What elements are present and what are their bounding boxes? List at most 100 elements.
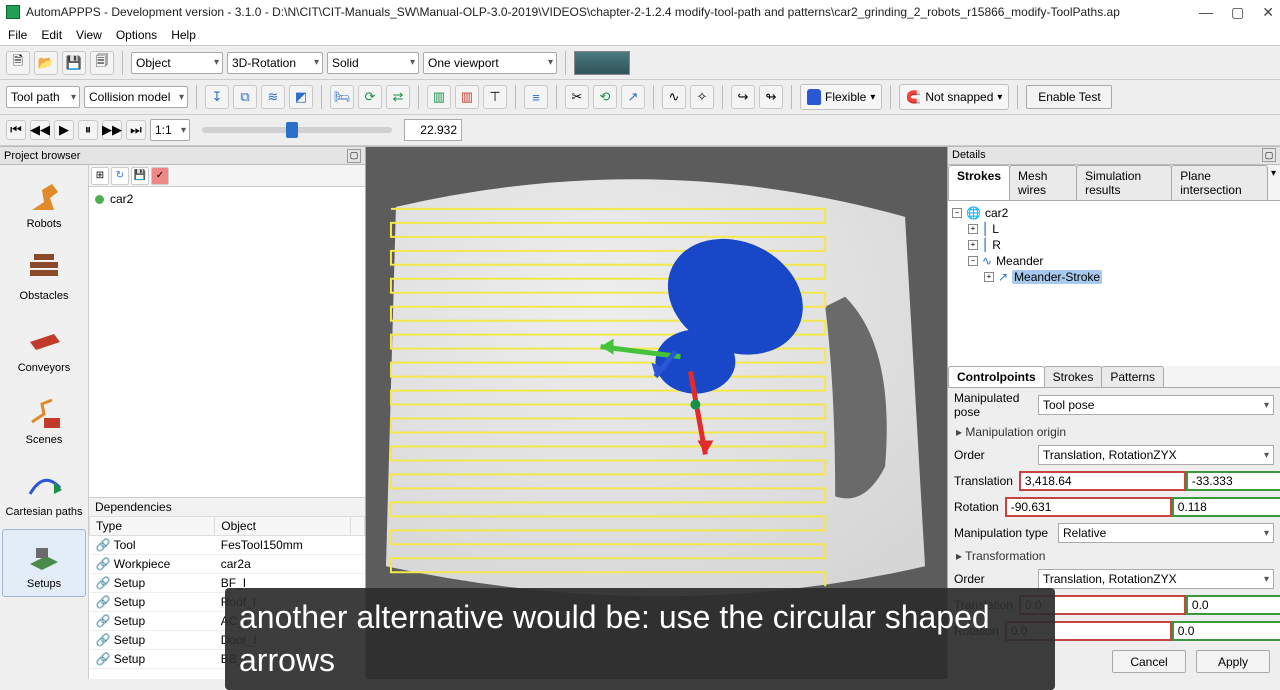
translation-x-input[interactable] xyxy=(1019,471,1186,491)
play-last-icon[interactable]: ⏭ xyxy=(126,120,146,140)
tool-tb2-13-icon[interactable]: ⟲ xyxy=(593,85,617,109)
rotation-y-input[interactable] xyxy=(1172,497,1280,517)
tool-tb2-7-icon[interactable]: ⇄ xyxy=(386,85,410,109)
apply-button[interactable]: Apply xyxy=(1196,650,1270,673)
window-maximize-button[interactable]: ▢ xyxy=(1231,4,1244,21)
collision-model-select[interactable]: Collision model xyxy=(84,86,188,108)
tab-strokes[interactable]: Strokes xyxy=(948,165,1010,200)
tab-strokes-mid[interactable]: Strokes xyxy=(1044,366,1103,387)
manipulated-pose-select[interactable]: Tool pose xyxy=(1038,395,1274,415)
play-back-icon[interactable]: ◀◀ xyxy=(30,120,50,140)
tree-expand-icon[interactable]: ⊞ xyxy=(91,167,109,185)
tool-tb2-16-icon[interactable]: ✧ xyxy=(690,85,714,109)
window-minimize-button[interactable]: — xyxy=(1199,4,1213,21)
play-icon[interactable]: ▶ xyxy=(54,120,74,140)
category-obstacles[interactable]: Obstacles xyxy=(2,241,86,309)
open-file-icon[interactable]: 📂 xyxy=(34,51,58,75)
category-cartesian-paths[interactable]: Cartesian paths xyxy=(2,457,86,525)
tool-tb2-10-icon[interactable]: ⊤ xyxy=(483,85,507,109)
window-title: AutomAPPPS - Development version - 3.1.0… xyxy=(26,5,1199,19)
tree-node-root[interactable]: car2 xyxy=(95,191,359,207)
manipulation-type-label: Manipulation type xyxy=(954,526,1052,540)
category-robots[interactable]: Robots xyxy=(2,169,86,237)
new-file-icon[interactable]: 🗎 xyxy=(6,51,30,75)
cancel-button[interactable]: Cancel xyxy=(1112,650,1186,673)
shading-select[interactable]: Solid xyxy=(327,52,419,74)
save-file-icon[interactable]: 💾 xyxy=(62,51,86,75)
menu-options[interactable]: Options xyxy=(116,28,157,42)
tree-check-icon[interactable]: ✓ xyxy=(151,167,169,185)
preview-thumb[interactable] xyxy=(574,51,630,75)
details-close-icon[interactable]: ▢ xyxy=(1262,148,1276,162)
window-close-button[interactable]: ✕ xyxy=(1262,4,1274,21)
details-tree[interactable]: −🌐car2 +⎮L +⎮R −∿Meander +↗Meander-Strok… xyxy=(948,201,1280,366)
menu-view[interactable]: View xyxy=(76,28,102,42)
transformation-label[interactable]: Transformation xyxy=(948,546,1280,566)
project-browser-close-icon[interactable]: ▢ xyxy=(347,149,361,163)
object-select[interactable]: Object xyxy=(131,52,223,74)
category-conveyors[interactable]: Conveyors xyxy=(2,313,86,381)
menu-edit[interactable]: Edit xyxy=(41,28,62,42)
tool-tb2-15-icon[interactable]: ∿ xyxy=(662,85,686,109)
copy-icon[interactable]: 🗐 xyxy=(90,51,114,75)
tool-tb2-11-icon[interactable]: ≡ xyxy=(524,85,548,109)
tab-meshwires[interactable]: Mesh wires xyxy=(1009,165,1077,200)
viewport-layout-select[interactable]: One viewport xyxy=(423,52,557,74)
details-tabs-top: Strokes Mesh wires Simulation results Pl… xyxy=(948,165,1280,201)
order-label: Order xyxy=(954,448,1032,462)
step-fwd-icon[interactable]: ▶▶ xyxy=(102,120,122,140)
category-setups[interactable]: Setups xyxy=(2,529,86,597)
dep-col-object[interactable]: Object xyxy=(215,517,351,536)
play-first-icon[interactable]: ⏮ xyxy=(6,120,26,140)
tool-tb2-12-icon[interactable]: ✂ xyxy=(565,85,589,109)
toolpath-select[interactable]: Tool path xyxy=(6,86,80,108)
project-tree[interactable]: car2 xyxy=(89,187,365,497)
timeline-thumb[interactable] xyxy=(286,122,298,138)
snap-chip[interactable]: 🧲 Not snapped ▾ xyxy=(899,84,1009,110)
rotation-x-input[interactable] xyxy=(1005,497,1172,517)
dependency-row[interactable]: 🔗 ToolFesTool150mm xyxy=(90,536,365,555)
tab-controlpoints[interactable]: Controlpoints xyxy=(948,366,1045,387)
category-scenes[interactable]: Scenes xyxy=(2,385,86,453)
tree-refresh-icon[interactable]: ↻ xyxy=(111,167,129,185)
tool-tb2-8-icon[interactable]: ▥ xyxy=(427,85,451,109)
tool-tb2-18-icon[interactable]: ↬ xyxy=(759,85,783,109)
toolbar-row-2: Tool path Collision model ↧ ⧉ ≋ ◩ 🛏 ⟳ ⇄ … xyxy=(0,80,1280,115)
category-strip: RobotsObstaclesConveyorsScenesCartesian … xyxy=(0,165,88,679)
tool-tb2-2-icon[interactable]: ⧉ xyxy=(233,85,257,109)
tool-tb2-3-icon[interactable]: ≋ xyxy=(261,85,285,109)
toolbar-row-3: ⏮ ◀◀ ▶ ⏸ ▶▶ ⏭ 1:1 xyxy=(0,115,1280,146)
order-select[interactable]: Translation, RotationZYX xyxy=(1038,445,1274,465)
dependency-row[interactable]: 🔗 Workpiececar2a xyxy=(90,555,365,574)
dep-col-type[interactable]: Type xyxy=(90,517,215,536)
speed-ratio-select[interactable]: 1:1 xyxy=(150,119,190,141)
cartesian-paths-icon xyxy=(23,464,65,504)
tab-overflow-icon[interactable]: ▾ xyxy=(1267,165,1280,200)
tool-tb2-14-icon[interactable]: ↗ xyxy=(621,85,645,109)
enable-test-button[interactable]: Enable Test xyxy=(1026,85,1112,109)
manipulation-type-select[interactable]: Relative xyxy=(1058,523,1274,543)
timeline-slider[interactable] xyxy=(202,127,392,133)
tab-patterns[interactable]: Patterns xyxy=(1101,366,1164,387)
translation-y-input[interactable] xyxy=(1186,471,1280,491)
tool-tb2-6-icon[interactable]: ⟳ xyxy=(358,85,382,109)
order2-select[interactable]: Translation, RotationZYX xyxy=(1038,569,1274,589)
tool-tb2-9-icon[interactable]: ▥ xyxy=(455,85,479,109)
tool-tb2-1-icon[interactable]: ↧ xyxy=(205,85,229,109)
manipulation-origin-label[interactable]: Manipulation origin xyxy=(948,422,1280,442)
tab-simresults[interactable]: Simulation results xyxy=(1076,165,1172,200)
timeline-value-input[interactable] xyxy=(404,119,462,141)
pause-icon[interactable]: ⏸ xyxy=(78,120,98,140)
tool-tb2-4-icon[interactable]: ◩ xyxy=(289,85,313,109)
tool-tb2-5-icon[interactable]: 🛏 xyxy=(330,85,354,109)
translation2-y-input[interactable] xyxy=(1186,595,1280,615)
tab-planeint[interactable]: Plane intersection xyxy=(1171,165,1268,200)
menu-file[interactable]: File xyxy=(8,28,27,42)
menu-help[interactable]: Help xyxy=(171,28,196,42)
rotation2-y-input[interactable] xyxy=(1172,621,1280,641)
flexibility-chip[interactable]: Flexible ▾ xyxy=(800,84,882,110)
rotation-select[interactable]: 3D-Rotation xyxy=(227,52,323,74)
translation-label: Translation xyxy=(954,474,1013,488)
tree-save-icon[interactable]: 💾 xyxy=(131,167,149,185)
tool-tb2-17-icon[interactable]: ↪ xyxy=(731,85,755,109)
